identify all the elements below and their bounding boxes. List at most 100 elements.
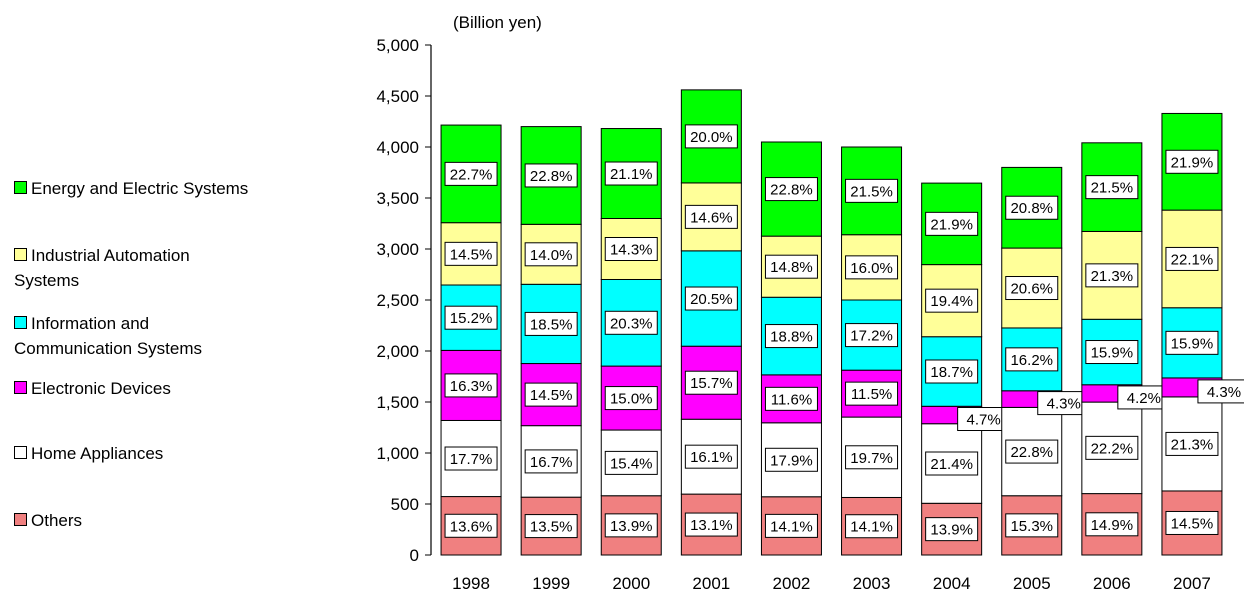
data-label-box: [1197, 379, 1244, 404]
legend-swatch-electronic: [14, 381, 27, 394]
data-label-box: [1085, 263, 1139, 288]
data-label-box: [604, 161, 658, 186]
data-label-box: [764, 254, 818, 279]
data-label: 17.2%: [850, 328, 893, 345]
data-label: 15.0%: [610, 391, 653, 408]
data-label: 15.9%: [1171, 335, 1214, 352]
data-label-box: [684, 204, 738, 229]
y-tick-label: 3,500: [376, 189, 419, 208]
legend-label-others: Others: [31, 511, 83, 530]
data-label-box: [1005, 439, 1059, 464]
data-label: 13.5%: [530, 519, 573, 536]
data-label: 21.9%: [1171, 154, 1214, 171]
data-label-box: [524, 449, 578, 474]
x-tick-label: 2003: [853, 574, 891, 592]
legend-item-others: Others: [14, 508, 334, 533]
data-label-box: [1165, 149, 1219, 174]
data-label: 16.3%: [450, 378, 493, 395]
data-label-box: [524, 382, 578, 407]
y-tick-label: 3,000: [376, 240, 419, 259]
data-label: 17.7%: [450, 451, 493, 468]
data-label: 4.2%: [1127, 390, 1161, 407]
data-label-box: [1085, 512, 1139, 537]
legend-swatch-information: [14, 316, 27, 329]
legend-label-energy: Energy and Electric Systems: [31, 179, 249, 198]
data-label: 15.3%: [1010, 518, 1053, 535]
data-label-box: [764, 447, 818, 472]
y-tick-label: 2,500: [376, 291, 419, 310]
data-label-box: [604, 386, 658, 411]
data-label-box: [845, 178, 899, 203]
data-label: 14.3%: [610, 242, 653, 259]
data-label-box: [925, 288, 979, 313]
y-tick-label: 500: [391, 495, 419, 514]
data-label: 16.2%: [1010, 352, 1053, 369]
y-tick-label: 5,000: [376, 36, 419, 55]
data-label: 20.5%: [690, 291, 733, 308]
data-label: 14.8%: [770, 259, 813, 276]
data-label: 22.8%: [770, 182, 813, 199]
data-label: 15.9%: [1091, 345, 1134, 362]
data-label-box: [1085, 340, 1139, 365]
data-label: 21.5%: [850, 183, 893, 200]
data-label-box: [925, 211, 979, 236]
data-label-box: [604, 310, 658, 335]
data-label-box: [604, 513, 658, 538]
data-label: 14.5%: [530, 387, 573, 404]
data-label-box: [524, 514, 578, 539]
data-label: 22.8%: [1010, 444, 1053, 461]
y-tick-label: 1,500: [376, 393, 419, 412]
data-label: 13.1%: [690, 517, 733, 534]
data-label-box: [444, 513, 498, 538]
data-label: 13.9%: [930, 522, 973, 539]
data-label: 14.0%: [530, 247, 573, 264]
data-label: 21.3%: [1171, 436, 1214, 453]
legend-swatch-others: [14, 513, 27, 526]
y-tick-label: 1,000: [376, 444, 419, 463]
x-tick-label: 2002: [773, 574, 811, 592]
legend-swatch-industrial: [14, 248, 27, 261]
data-label-box: [604, 450, 658, 475]
legend-item-electronic: Electronic Devices: [14, 376, 334, 401]
data-label: 22.8%: [530, 168, 573, 185]
legend-swatch-home: [14, 446, 27, 459]
data-label: 15.7%: [690, 375, 733, 392]
data-label: 19.4%: [930, 293, 973, 310]
y-tick-label: 4,000: [376, 138, 419, 157]
data-label: 4.7%: [967, 412, 1001, 429]
data-label-box: [925, 451, 979, 476]
y-tick-label: 4,500: [376, 87, 419, 106]
legend-label-information: Information and Communication Systems: [14, 314, 203, 358]
data-label: 21.4%: [930, 456, 973, 473]
data-label: 19.7%: [850, 450, 893, 467]
data-label-box: [684, 444, 738, 469]
legend-item-energy: Energy and Electric Systems: [14, 176, 334, 201]
data-label: 17.9%: [770, 452, 813, 469]
data-label: 20.6%: [1010, 281, 1053, 298]
data-label-box: [684, 286, 738, 311]
data-label: 14.1%: [770, 518, 813, 535]
x-tick-label: 1999: [532, 574, 570, 592]
data-label-box: [1005, 276, 1059, 301]
data-label-box: [845, 255, 899, 280]
data-label: 14.1%: [850, 519, 893, 536]
data-label: 16.1%: [690, 449, 733, 466]
data-label-box: [1085, 175, 1139, 200]
data-label-box: [684, 512, 738, 537]
data-label-box: [764, 177, 818, 202]
data-label: 14.5%: [1171, 515, 1214, 532]
y-tick-label: 2,000: [376, 342, 419, 361]
data-label-box: [444, 305, 498, 330]
data-label: 21.1%: [610, 166, 653, 183]
data-label-box: [1165, 510, 1219, 535]
data-label: 16.0%: [850, 260, 893, 277]
data-label: 22.1%: [1171, 251, 1214, 268]
data-label: 14.9%: [1091, 517, 1134, 534]
data-label-box: [444, 241, 498, 266]
legend-swatch-energy: [14, 181, 27, 194]
y-unit-label: (Billion yen): [453, 13, 542, 32]
data-label: 20.3%: [610, 315, 653, 332]
data-label-box: [925, 359, 979, 384]
data-label-box: [1005, 347, 1059, 372]
data-label-box: [524, 163, 578, 188]
